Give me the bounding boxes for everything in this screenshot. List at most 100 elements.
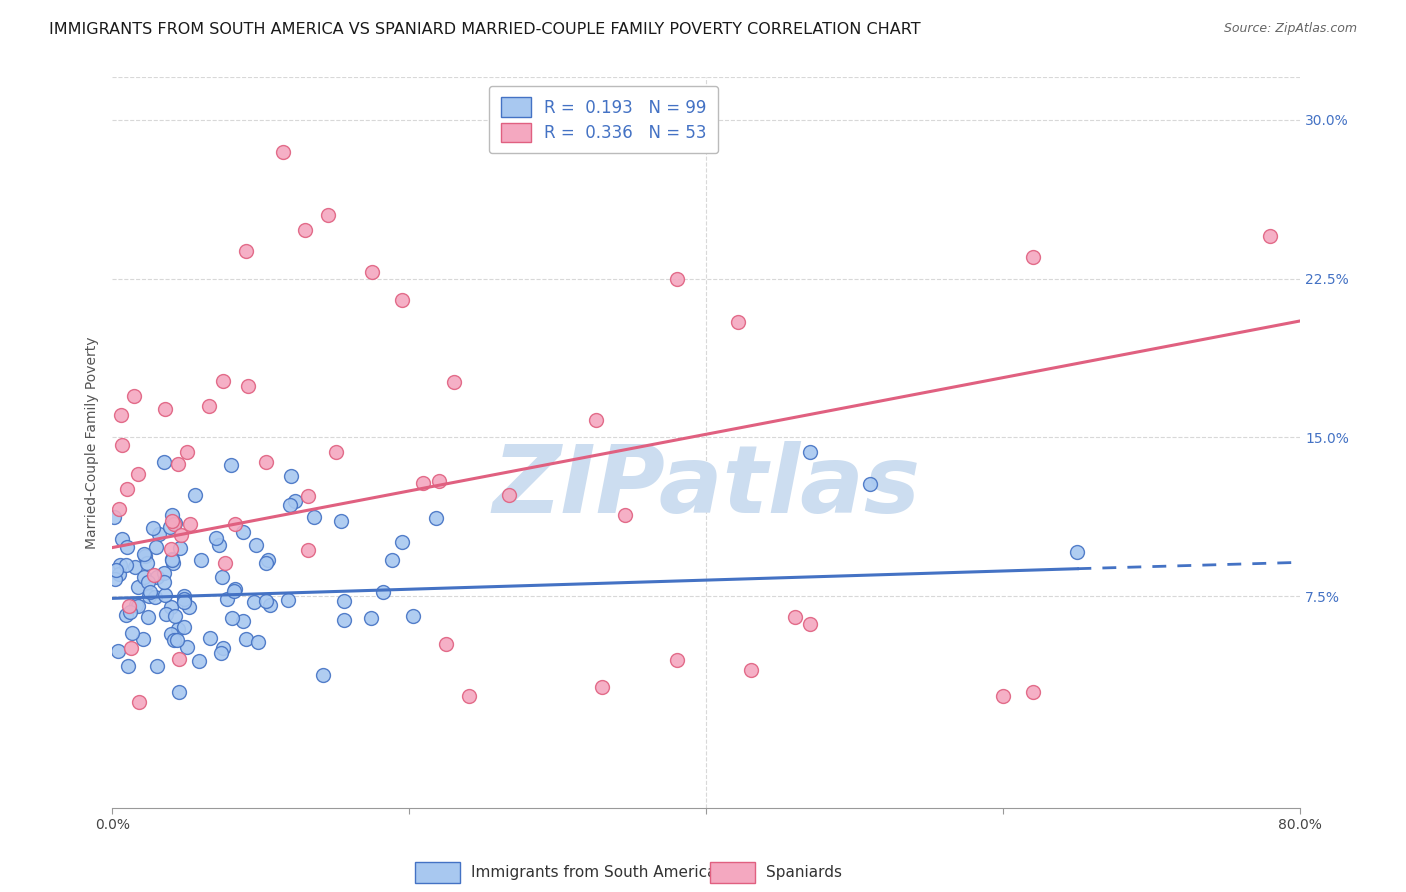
Point [124, 560, 146, 574]
Point [232, 614, 254, 628]
Point [271, 145, 294, 159]
Point [727, 315, 749, 329]
Point [104, 572, 127, 586]
Point [858, 477, 880, 491]
Point [297, 543, 319, 558]
Point [665, 653, 688, 667]
Point [131, 632, 153, 646]
Point [498, 488, 520, 502]
Point [740, 664, 762, 678]
Point [205, 531, 228, 545]
Point [217, 592, 239, 607]
Point [166, 623, 188, 637]
Point [179, 599, 201, 614]
Point [209, 646, 232, 660]
Point [160, 541, 183, 556]
Point [245, 538, 267, 552]
Point [127, 467, 149, 482]
Point [224, 583, 246, 598]
Point [591, 680, 613, 694]
Point [127, 581, 149, 595]
Point [162, 517, 184, 532]
Point [162, 551, 184, 566]
Point [167, 457, 190, 471]
Point [224, 517, 246, 532]
Point [785, 610, 807, 624]
Point [143, 590, 166, 604]
Point [153, 455, 176, 469]
Point [360, 611, 382, 625]
Point [198, 632, 221, 646]
Point [153, 566, 176, 580]
Point [165, 516, 187, 530]
Point [665, 271, 688, 285]
Point [118, 605, 141, 619]
Point [155, 588, 177, 602]
Point [993, 689, 1015, 703]
Point [294, 223, 316, 237]
Point [1022, 684, 1045, 698]
Point [330, 514, 353, 528]
Point [136, 609, 159, 624]
Point [108, 566, 131, 581]
Point [325, 444, 347, 458]
Point [136, 556, 159, 570]
Point [391, 535, 413, 549]
Point [108, 502, 131, 516]
Y-axis label: Married-Couple Family Poverty: Married-Couple Family Poverty [86, 336, 100, 549]
Point [122, 388, 145, 402]
Point [333, 613, 356, 627]
Point [103, 510, 125, 524]
Point [117, 659, 139, 673]
Point [302, 510, 325, 524]
Point [160, 508, 183, 523]
Point [132, 570, 155, 584]
Point [1022, 251, 1045, 265]
Point [427, 474, 450, 488]
Point [139, 585, 162, 599]
Point [425, 511, 447, 525]
Point [146, 570, 169, 584]
Text: ZIPatlas: ZIPatlas [492, 441, 921, 533]
Point [254, 556, 277, 570]
Point [108, 558, 131, 573]
Point [145, 541, 167, 555]
Point [280, 468, 302, 483]
Point [254, 594, 277, 608]
Text: Spaniards: Spaniards [766, 865, 842, 880]
Point [167, 652, 190, 666]
Point [159, 519, 181, 533]
Point [259, 598, 281, 612]
Point [211, 570, 233, 584]
Point [155, 607, 177, 621]
Point [127, 599, 149, 614]
Point [153, 574, 176, 589]
Point [138, 589, 160, 603]
Legend: R =  0.193   N = 99, R =  0.336   N = 53: R = 0.193 N = 99, R = 0.336 N = 53 [489, 86, 718, 153]
Point [190, 553, 212, 567]
Point [277, 593, 299, 607]
Point [159, 627, 181, 641]
Point [107, 643, 129, 657]
Point [115, 482, 138, 496]
Point [212, 641, 235, 656]
Point [799, 616, 821, 631]
Text: Immigrants from South America: Immigrants from South America [471, 865, 717, 880]
Point [242, 595, 264, 609]
Point [614, 508, 637, 522]
Point [173, 595, 195, 609]
Point [434, 636, 457, 650]
Point [176, 640, 198, 654]
Point [412, 476, 434, 491]
Point [179, 517, 201, 532]
Point [254, 455, 277, 469]
Point [173, 591, 195, 606]
Point [159, 599, 181, 614]
Point [121, 625, 143, 640]
Point [232, 525, 254, 540]
Point [297, 489, 319, 503]
Point [110, 438, 132, 452]
Point [316, 208, 339, 222]
Point [208, 538, 231, 552]
Point [120, 641, 142, 656]
